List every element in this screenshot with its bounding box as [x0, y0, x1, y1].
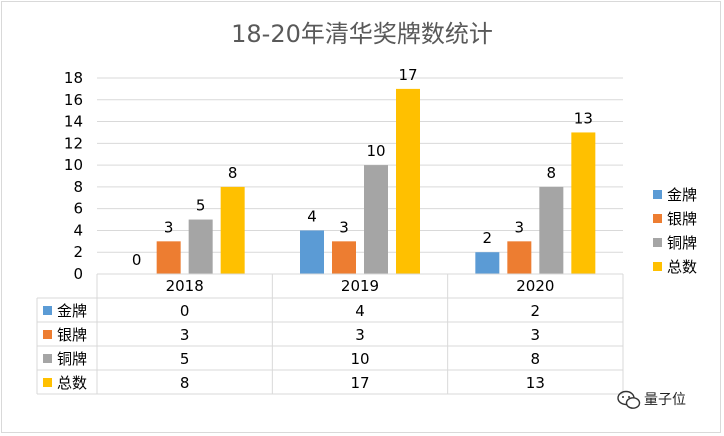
watermark: 量子位	[617, 390, 686, 409]
data-label: 5	[196, 197, 206, 215]
data-label: 8	[228, 164, 238, 182]
table-cell: 2	[531, 302, 541, 320]
data-label: 17	[398, 66, 417, 84]
bar	[364, 165, 388, 274]
bar	[571, 132, 596, 274]
data-label: 4	[307, 207, 317, 225]
table-legend-key	[43, 306, 52, 315]
bar	[396, 88, 420, 274]
data-label: 3	[164, 218, 174, 236]
table-cell: 8	[531, 350, 541, 368]
x-tick-label: 2018	[166, 277, 204, 295]
table-legend-key	[43, 330, 52, 339]
table-cell: 0	[180, 302, 190, 320]
bar	[475, 252, 500, 274]
y-tick-label: 6	[73, 200, 83, 218]
y-axis-ticks: 0 2 4 6 8 10 12 14 16 18	[64, 69, 83, 283]
legend-key	[653, 190, 662, 199]
table-cell: 13	[526, 374, 545, 392]
data-label: 13	[574, 109, 593, 127]
table-series-name: 总数	[57, 374, 87, 392]
y-tick-label: 16	[64, 91, 83, 109]
x-tick-label: 2020	[516, 277, 554, 295]
y-tick-label: 8	[73, 178, 83, 196]
legend-label: 银牌	[667, 210, 697, 228]
data-label: 8	[547, 164, 557, 182]
legend-label: 铜牌	[667, 234, 697, 252]
y-tick-label: 18	[64, 69, 83, 87]
data-label: 10	[366, 142, 385, 160]
table-series-name: 金牌	[57, 302, 87, 320]
data-label: 2	[483, 229, 493, 247]
y-tick-label: 4	[73, 221, 83, 239]
legend-key	[653, 262, 662, 271]
chart-title: 18-20年清华奖牌数统计	[231, 20, 493, 48]
table-series-name: 银牌	[57, 326, 87, 344]
legend-key	[653, 214, 662, 223]
legend-label: 总数	[667, 258, 697, 276]
data-labels: 0 3 5 8 4 3 10 17 2 3 8 13	[132, 66, 593, 269]
wechat-logo-icon	[617, 390, 641, 409]
watermark-text: 量子位	[644, 392, 686, 408]
y-tick-label: 12	[64, 134, 83, 152]
table-cell: 8	[180, 374, 190, 392]
table-legend-key	[43, 354, 52, 363]
table-cell: 3	[531, 326, 541, 344]
bar	[156, 241, 181, 274]
legend-label: 金牌	[667, 186, 697, 204]
bar	[188, 219, 213, 274]
data-label: 3	[339, 218, 349, 236]
table-cell: 5	[180, 350, 190, 368]
gridlines	[97, 77, 623, 275]
bar	[332, 241, 356, 274]
table-legend-key	[43, 378, 52, 387]
data-label: 3	[515, 218, 525, 236]
y-tick-label: 14	[64, 113, 83, 131]
legend-key	[653, 238, 662, 247]
data-table: 2018 2019 2020 金牌 0 4 2 银牌 3 3 3 铜牌 5 10 8 总数 8 17 13	[36, 273, 624, 395]
y-tick-label: 10	[64, 156, 83, 174]
table-cell: 10	[350, 350, 369, 368]
bar	[539, 186, 564, 274]
x-tick-label: 2019	[341, 277, 379, 295]
table-cell: 4	[355, 302, 365, 320]
data-label: 0	[132, 251, 142, 269]
bar	[300, 230, 324, 274]
table-cell: 3	[180, 326, 190, 344]
y-tick-label: 0	[73, 265, 83, 283]
bar	[220, 186, 245, 274]
bar	[507, 241, 532, 274]
table-series-name: 铜牌	[57, 350, 87, 368]
bars	[156, 88, 596, 274]
y-tick-label: 2	[73, 243, 83, 261]
table-cell: 3	[355, 326, 365, 344]
table-cell: 17	[350, 374, 369, 392]
